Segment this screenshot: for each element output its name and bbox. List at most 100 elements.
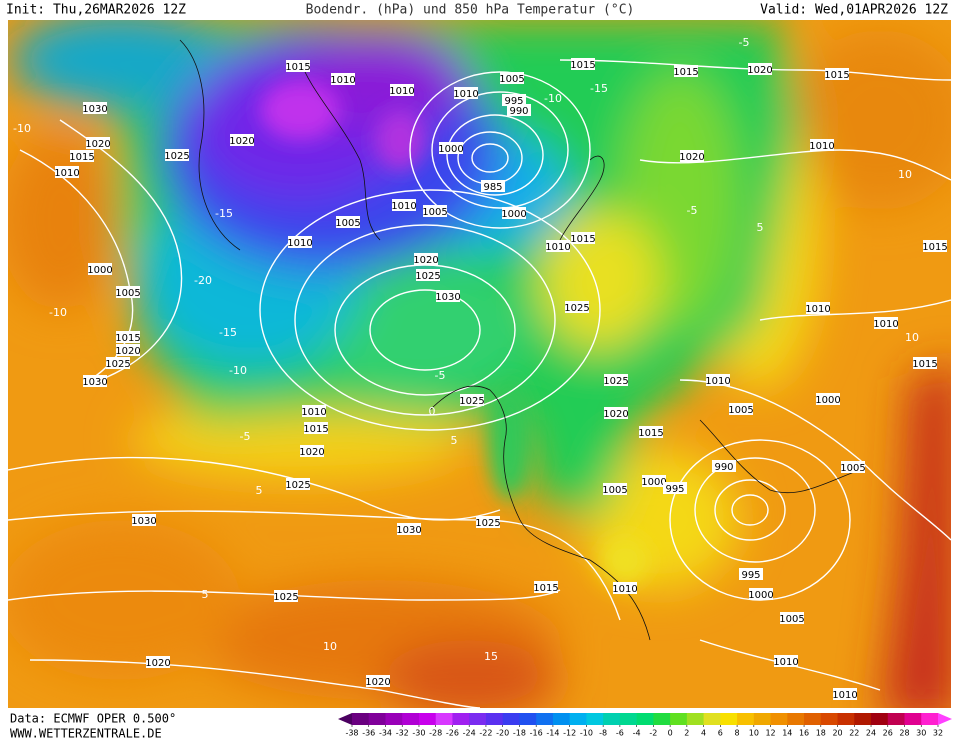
isobar-label: 1010 xyxy=(832,690,857,701)
temperature-label: 10 xyxy=(323,640,337,653)
isobar-label: 1005 xyxy=(728,405,753,416)
isobar-label-box xyxy=(534,581,558,593)
isobar-label: 1000 xyxy=(641,477,666,488)
isobar-label-box xyxy=(288,236,312,248)
colorbar-swatch xyxy=(586,713,604,725)
isobar-label-box xyxy=(146,656,170,668)
colorbar-label: 12 xyxy=(765,729,775,738)
colorbar-swatch xyxy=(619,713,638,725)
isobar-label: 1010 xyxy=(391,201,416,212)
isobar-label-box xyxy=(392,199,416,211)
isobar-label-box xyxy=(780,612,804,624)
isobar-label: 1015 xyxy=(570,60,595,71)
isobar-label-box xyxy=(439,142,463,154)
colorbar-swatch xyxy=(368,713,386,725)
colorbar-swatch xyxy=(871,713,889,725)
isobar-label: 1000 xyxy=(815,395,840,406)
isobar-label-box xyxy=(416,269,440,281)
colorbar-label: -30 xyxy=(412,729,425,738)
isobar-label: 1010 xyxy=(805,304,830,315)
isobar-label: 990 xyxy=(509,106,528,117)
isobar-label-box xyxy=(571,232,595,244)
temperature-label: 5 xyxy=(202,588,209,601)
isobar-label-box xyxy=(712,460,736,472)
isobar-label: 1010 xyxy=(773,657,798,668)
isobar-label-box xyxy=(642,475,666,487)
isobar-label: 1020 xyxy=(679,152,704,163)
colorbar-swatch xyxy=(469,713,487,725)
isobar-label-box xyxy=(833,688,857,700)
isobar-label: 1000 xyxy=(501,209,526,220)
colorbar-swatch xyxy=(787,713,805,725)
isobar-label: 1010 xyxy=(809,141,834,152)
colorbar-swatch xyxy=(686,713,705,725)
isobar-label-box xyxy=(116,286,140,298)
isobar-label-box xyxy=(481,180,505,192)
colorbar-label: 10 xyxy=(749,729,759,738)
isobar-label-box xyxy=(502,207,526,219)
temperature-label: -10 xyxy=(229,364,247,377)
temperature-label: -20 xyxy=(194,274,212,287)
isobar-label: 1010 xyxy=(54,168,79,179)
colorbar-label: 26 xyxy=(883,729,893,738)
colorbar-label: 28 xyxy=(899,729,909,738)
isobar-label-box xyxy=(300,445,324,457)
isobar-label-box xyxy=(739,568,763,580)
isobar-label: 1030 xyxy=(82,377,107,388)
isobar-label: 1025 xyxy=(459,396,484,407)
temperature-label: 5 xyxy=(757,221,764,234)
isobar-label: 1020 xyxy=(145,658,170,669)
colorbar-swatch xyxy=(670,713,688,725)
isobars xyxy=(8,59,951,708)
site-label: WWW.WETTERZENTRALE.DE xyxy=(10,727,162,741)
isobar-label: 1015 xyxy=(824,70,849,81)
colorbar-swatch xyxy=(569,713,587,725)
isobar-label: 995 xyxy=(741,570,760,581)
colorbar-label: 20 xyxy=(832,729,842,738)
isobar-label: 1015 xyxy=(533,583,558,594)
colorbar-swatch xyxy=(485,713,504,725)
colorbar-swatch xyxy=(921,713,939,725)
isobar-label: 1020 xyxy=(299,447,324,458)
isobar-label-box xyxy=(106,357,130,369)
colorbar-label: -10 xyxy=(580,729,593,738)
colorbar-swatch xyxy=(402,713,420,725)
colorbar-swatch xyxy=(804,713,822,725)
colorbar-label: -28 xyxy=(429,729,442,738)
isobar-label-box xyxy=(423,205,447,217)
temperature-field xyxy=(8,20,951,708)
isobar-label: 1025 xyxy=(475,518,500,529)
isobar-label: 1005 xyxy=(840,463,865,474)
colorbar-swatch xyxy=(452,713,470,725)
colorbar-label: 6 xyxy=(718,729,723,738)
isobar-label-box xyxy=(810,139,834,151)
colorbar-label: -14 xyxy=(546,729,559,738)
temperature-label: -5 xyxy=(739,36,750,49)
isobar-label-box xyxy=(230,134,254,146)
colorbar-swatch xyxy=(385,713,403,725)
isobar-label-box xyxy=(336,216,360,228)
isobar-label-box xyxy=(680,150,704,162)
isobar-label-box xyxy=(825,68,849,80)
isobar-label-box xyxy=(604,374,628,386)
coastlines xyxy=(179,39,861,641)
isobar-label-box xyxy=(706,374,730,386)
colorbar-label: -16 xyxy=(530,729,543,738)
colorbar-swatch xyxy=(536,713,554,725)
colorbar-label: 0 xyxy=(668,729,673,738)
colorbar-swatch xyxy=(502,713,520,725)
init-label: Init: Thu,26MAR2026 12Z xyxy=(6,3,186,18)
isobar-label-box xyxy=(390,84,414,96)
isobar-label-box xyxy=(913,357,937,369)
isobar-label: 1030 xyxy=(82,104,107,115)
temperature-label: 5 xyxy=(256,484,263,497)
temperature-label: -15 xyxy=(215,207,233,220)
temperature-label: 10 xyxy=(905,331,919,344)
isobar-label: 1010 xyxy=(301,407,326,418)
isobar-label: 1015 xyxy=(570,234,595,245)
colorbar-label: -36 xyxy=(362,729,375,738)
isobar-label-box xyxy=(874,317,898,329)
isobar-label-box xyxy=(507,104,531,116)
isobar-label-box xyxy=(613,582,637,594)
